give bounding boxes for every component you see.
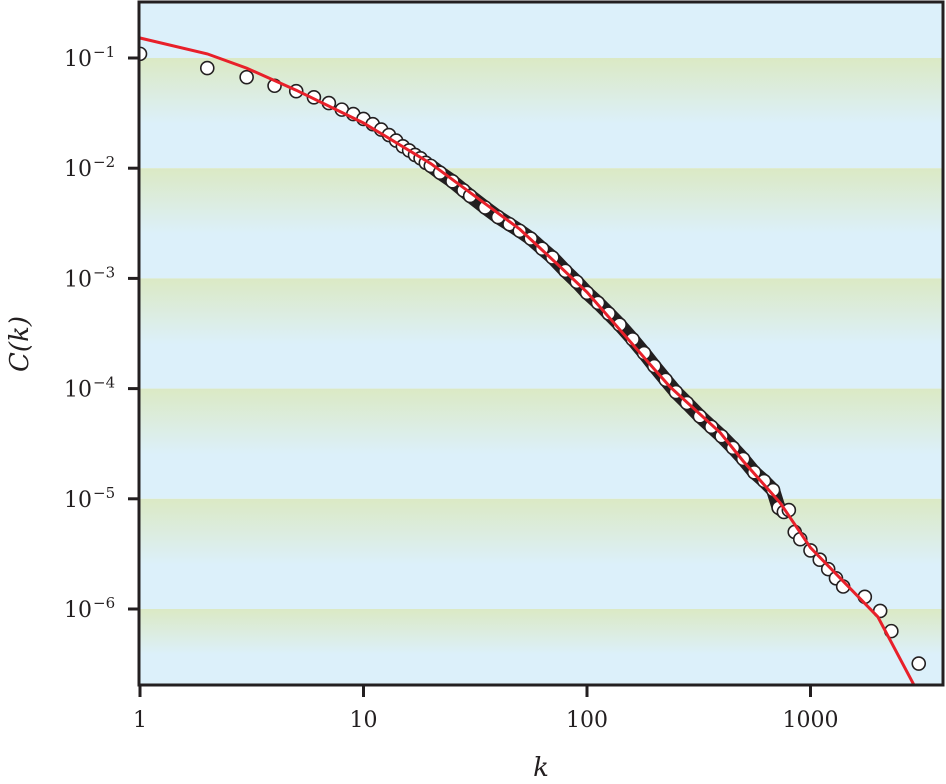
x-tick-label: 100 [566,708,608,733]
fit-line [139,36,916,685]
y-axis-label: C(k) [5,316,35,372]
data-point [239,69,254,85]
x-axis: 1 10 100 1000 [133,686,839,733]
y-tick-exponent: −1 [93,43,115,61]
x-axis-label: k [533,753,549,783]
background-band [139,388,943,499]
y-tick-base: 10 [64,47,92,72]
y-tick-exponent: −6 [93,594,115,612]
background-band [139,58,943,169]
y-tick-base: 10 [64,598,92,623]
y-tick-exponent: −2 [93,153,115,171]
data-point [756,473,772,489]
y-tick-label: 10 [64,267,92,292]
y-tick-exponent: −3 [93,263,115,281]
data-point [803,543,818,558]
x-tick-label: 1000 [783,708,839,733]
data-point [812,552,828,568]
plot-area [139,36,927,685]
background-band [139,278,943,389]
y-tick-base: 10 [64,157,92,182]
y-tick-base: 10 [64,267,92,292]
x-tick-label: 1 [133,708,147,733]
data-point [601,306,616,321]
y-tick-exponent: −5 [93,484,115,502]
x-tick-label: 10 [350,708,378,733]
data-point [820,561,836,577]
y-tick-label: 10 [64,47,92,72]
plot-frame [137,0,945,687]
y-axis: 10−110−210−310−410−510−6 [64,43,139,623]
data-point [911,656,927,671]
background-band [139,168,943,279]
background-band [139,2,943,58]
y-tick-label: 10 [64,598,92,623]
y-tick-base: 10 [64,378,92,403]
data-point [199,60,215,76]
y-tick-base: 10 [64,488,92,513]
background-bands [139,2,943,685]
y-tick-exponent: −4 [93,374,115,392]
y-tick-label: 10 [64,157,92,182]
background-band [139,609,943,685]
y-tick-label: 10 [64,488,92,513]
data-point [646,358,662,374]
y-tick-label: 10 [64,378,92,403]
